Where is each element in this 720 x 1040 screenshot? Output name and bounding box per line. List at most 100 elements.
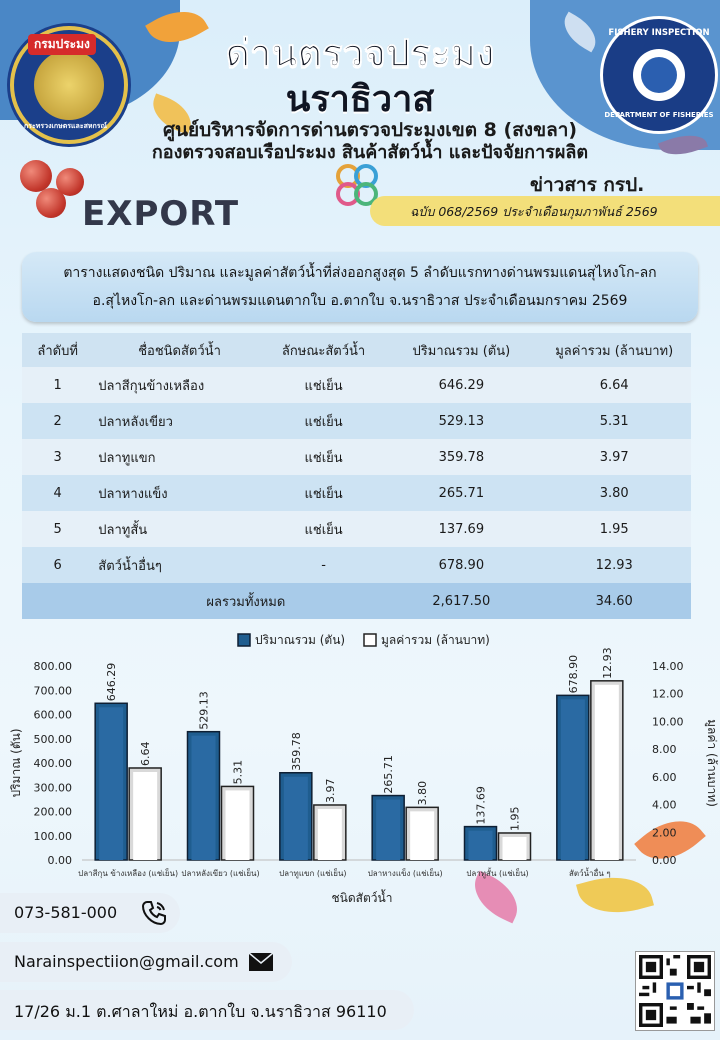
export-chart: 0.00 100.00 200.00 300.00 400.00 500.00 600.00… — [9, 633, 719, 905]
data-label-quantity: 265.71 — [382, 755, 395, 794]
y2-tick-label: 0.00 — [652, 854, 677, 867]
bar-value-inner — [594, 684, 619, 860]
seal-right-top-text: FISHERY INSPECTION — [608, 28, 710, 38]
data-label-quantity: 529.13 — [198, 691, 211, 730]
data-label-value: 6.64 — [139, 741, 152, 766]
table-row: 1 ปลาสีกุนข้างเหลือง แช่เย็น 646.29 6.64 — [22, 367, 691, 403]
x-tick-label: ปลาทูแขก (แช่เย็น) — [279, 868, 346, 879]
address-pill: 17/26 ม.1 ต.ศาลาใหม่ อ.ตากใบ จ.นราธิวาส … — [0, 990, 414, 1030]
caption-line-2: อ.สุไหงโก-ลก และด่านพรมแดนตากใบ อ.ตากใบ … — [92, 293, 628, 309]
department-of-fisheries-seal: กรมประมง กระทรวงเกษตรและสหกรณ์ — [10, 26, 128, 144]
legend-swatch-value — [363, 633, 377, 647]
table-caption: ตารางแสดงชนิด ปริมาณ และมูลค่าสัตว์น้ำที… — [22, 252, 698, 322]
data-label-quantity: 359.78 — [290, 732, 303, 771]
cell-rank: 2 — [22, 403, 94, 439]
cell-value: 5.31 — [537, 403, 691, 439]
bar-quantity-inner — [99, 707, 124, 860]
cell-rank: 4 — [22, 475, 94, 511]
table-row: 4 ปลาหางแข็ง แช่เย็น 265.71 3.80 — [22, 475, 691, 511]
cell-rank: 1 — [22, 367, 94, 403]
cell-rank: 6 — [22, 547, 94, 583]
bar-quantity-inner — [468, 830, 493, 860]
cell-qty: 678.90 — [385, 547, 538, 583]
y-tick-label: 600.00 — [34, 709, 73, 722]
phone-pill: 073-581-000 — [0, 893, 180, 933]
cell-trait: แช่เย็น — [261, 439, 386, 475]
y2-tick-label: 8.00 — [652, 743, 677, 756]
total-label: ผลรวมทั้งหมด — [22, 583, 386, 619]
caption-line-1: ตารางแสดงชนิด ปริมาณ และมูลค่าสัตว์น้ำที… — [63, 265, 657, 281]
seal-emblem-icon — [34, 50, 104, 120]
y2-tick-label: 12.00 — [652, 688, 684, 701]
export-table: ลำดับที่ ชื่อชนิดสัตว์น้ำ ลักษณะสัตว์น้ำ… — [22, 333, 691, 619]
cell-name: ปลาหลังเขียว — [93, 403, 262, 439]
header-value: มูลค่ารวม (ล้านบาท) — [537, 333, 691, 367]
y-tick-label: 400.00 — [34, 757, 73, 770]
seal-right-bottom-text: DEPARTMENT OF FISHERIES — [604, 111, 714, 119]
header-name: ชื่อชนิดสัตว์น้ำ — [93, 333, 262, 367]
cell-value: 3.97 — [537, 439, 691, 475]
cell-value: 3.80 — [537, 475, 691, 511]
cell-qty: 529.13 — [385, 403, 538, 439]
cell-rank: 3 — [22, 439, 94, 475]
data-label-quantity: 137.69 — [475, 786, 488, 825]
cell-trait: - — [261, 547, 386, 583]
header-rank: ลำดับที่ — [22, 333, 94, 367]
seal-shield-icon — [633, 49, 685, 101]
cell-name: ปลาทูสั้น — [93, 511, 262, 547]
cell-qty: 137.69 — [385, 511, 538, 547]
y2-axis-title: มูลค่า (ล้านบาท) — [704, 719, 719, 807]
bar-value-inner — [502, 836, 527, 860]
bar-quantity-inner — [191, 735, 216, 860]
y2-tick-label: 6.00 — [652, 771, 677, 784]
y2-tick-label: 10.00 — [652, 715, 684, 728]
export-label: EXPORT — [82, 194, 240, 234]
cell-trait: แช่เย็น — [261, 403, 386, 439]
email-pill: Narainspectiion@gmail.com — [0, 942, 292, 982]
data-label-value: 3.80 — [416, 781, 429, 806]
page-subtitle: นราธิวาส — [285, 79, 435, 120]
division-name: กองตรวจสอบเรือประมง สินค้าสัตว์น้ำ และปั… — [151, 142, 589, 163]
qr-code-icon — [636, 952, 714, 1030]
cell-name: ปลาทูแขก — [93, 439, 262, 475]
table-row: 2 ปลาหลังเขียว แช่เย็น 529.13 5.31 — [22, 403, 691, 439]
cell-name: ปลาสีกุนข้างเหลือง — [93, 367, 262, 403]
y2-tick-label: 14.00 — [652, 660, 684, 673]
y-tick-label: 0.00 — [48, 854, 73, 867]
x-tick-label: ปลาสีกุน ข้างเหลือง (แช่เย็น) — [78, 868, 178, 878]
header-qty: ปริมาณรวม (ตัน) — [385, 333, 538, 367]
y2-tick-label: 4.00 — [652, 799, 677, 812]
table-row: 6 สัตว์น้ำอื่นๆ - 678.90 12.93 — [22, 547, 691, 583]
y2-tick-label: 2.00 — [652, 826, 677, 839]
news-label: ข่าวสาร กรป. — [530, 174, 645, 196]
seal-left-subtext: กระทรวงเกษตรและสหกรณ์ — [24, 122, 107, 130]
seal-left-text: กรมประมง — [28, 34, 96, 55]
cell-trait: แช่เย็น — [261, 511, 386, 547]
issue-text: ฉบับ 068/2569 ประจำเดือนกุมภาพันธ์ 2569 — [410, 204, 658, 219]
cell-trait: แช่เย็น — [261, 475, 386, 511]
bar-quantity-inner — [560, 699, 585, 860]
x-tick-label: ปลาทูสั้น (แช่เย็น) — [466, 867, 528, 879]
knot-logo-icon — [336, 164, 378, 206]
y-tick-label: 100.00 — [34, 830, 73, 843]
x-tick-label: สัตว์น้ำอื่น ๆ — [569, 867, 611, 878]
legend-label-quantity: ปริมาณรวม (ตัน) — [255, 633, 345, 647]
table-row: 5 ปลาทูสั้น แช่เย็น 137.69 1.95 — [22, 511, 691, 547]
fishery-inspection-seal: FISHERY INSPECTION DEPARTMENT OF FISHERI… — [600, 16, 718, 134]
cell-trait: แช่เย็น — [261, 367, 386, 403]
data-label-value: 5.31 — [232, 760, 245, 785]
y-tick-label: 300.00 — [34, 781, 73, 794]
cell-value: 6.64 — [537, 367, 691, 403]
table-total-row: ผลรวมทั้งหมด 2,617.50 34.60 — [22, 583, 691, 619]
address-text: 17/26 ม.1 ต.ศาลาใหม่ อ.ตากใบ จ.นราธิวาส … — [14, 1002, 387, 1021]
cell-name: สัตว์น้ำอื่นๆ — [93, 547, 262, 583]
cell-qty: 359.78 — [385, 439, 538, 475]
bar-value-inner — [133, 771, 158, 860]
phone-number: 073-581-000 — [14, 903, 118, 922]
cell-qty: 265.71 — [385, 475, 538, 511]
cell-name: ปลาหางแข็ง — [93, 475, 262, 511]
y-tick-label: 500.00 — [34, 733, 73, 746]
cell-rank: 5 — [22, 511, 94, 547]
data-label-quantity: 678.90 — [567, 655, 580, 694]
